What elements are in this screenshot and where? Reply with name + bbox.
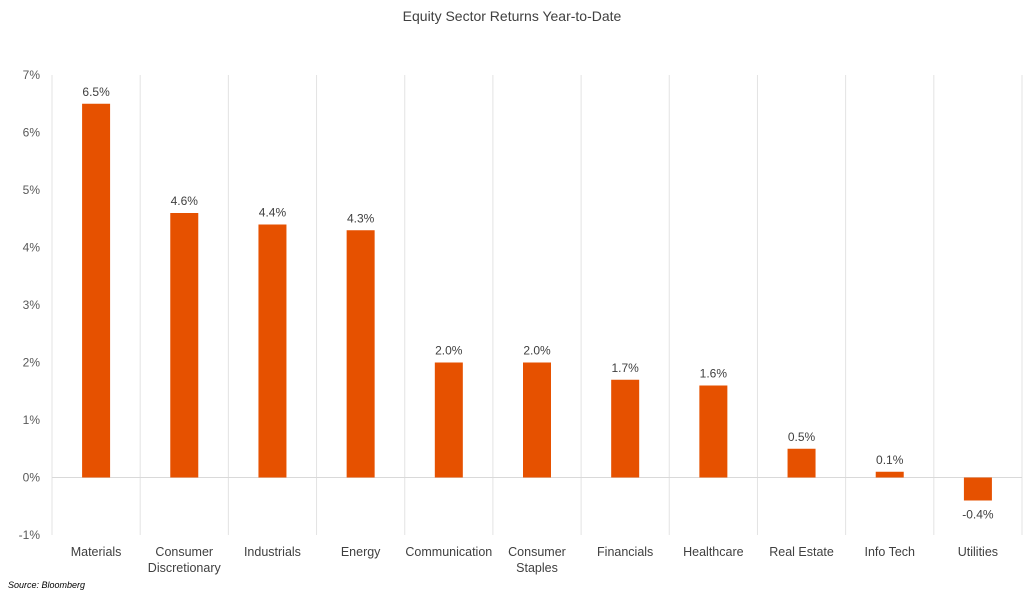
data-label: 1.6% (700, 367, 728, 381)
category-label: Consumer Staples (508, 545, 566, 575)
category-label: Materials (71, 545, 122, 559)
y-tick-label: 7% (23, 68, 41, 82)
data-label: 1.7% (612, 361, 640, 375)
y-tick-label: 2% (23, 356, 41, 370)
bar (346, 230, 375, 478)
data-label: -0.4% (962, 508, 994, 522)
data-labels: 6.5% 4.6% 4.4% 4.3% 2.0% 2.0% 1.7% 1.6% 0.5% 0.1%… (82, 85, 993, 522)
data-label: 6.5% (82, 85, 110, 99)
bar (875, 471, 904, 478)
bar (434, 362, 463, 478)
bar (963, 477, 992, 501)
data-label: 4.4% (259, 206, 287, 220)
category-label: Info Tech (864, 545, 915, 559)
category-label: Financials (597, 545, 653, 559)
data-label: 4.3% (347, 211, 375, 225)
category-labels: Materials Consumer Discretionary Industrial… (71, 545, 998, 575)
category-label: Energy (341, 545, 381, 559)
bar (787, 448, 816, 478)
data-label: 0.1% (876, 453, 904, 467)
category-label: Real Estate (769, 545, 834, 559)
bar (258, 224, 287, 478)
y-axis-ticks: 7% 6% 5% 4% 3% 2% 1% 0% -1% (19, 68, 41, 542)
y-tick-label: 4% (23, 241, 41, 255)
category-label: Healthcare (683, 545, 743, 559)
bar (611, 379, 640, 478)
category-label: Consumer Discretionary (148, 545, 222, 575)
y-tick-label: 1% (23, 413, 41, 427)
source-note: Source: Bloomberg (8, 580, 86, 590)
bar (82, 103, 111, 478)
y-tick-label: 5% (23, 183, 41, 197)
y-tick-label: -1% (19, 528, 41, 542)
bars (82, 103, 992, 501)
data-label: 2.0% (435, 344, 463, 358)
y-tick-label: 0% (23, 471, 41, 485)
y-tick-label: 3% (23, 298, 41, 312)
category-label: Communication (405, 545, 492, 559)
data-label: 0.5% (788, 430, 816, 444)
y-tick-label: 6% (23, 126, 41, 140)
category-label: Industrials (244, 545, 301, 559)
bar (699, 385, 728, 478)
data-label: 2.0% (523, 344, 551, 358)
bar (170, 213, 199, 478)
category-label: Utilities (958, 545, 998, 559)
data-label: 4.6% (171, 194, 199, 208)
bar (523, 362, 551, 478)
chart-title: Equity Sector Returns Year-to-Date (403, 8, 622, 24)
